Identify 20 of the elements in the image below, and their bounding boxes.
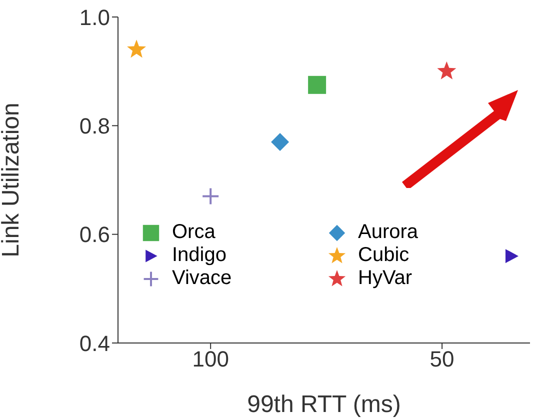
y-tick-label: 0.6 xyxy=(79,222,110,248)
point xyxy=(308,76,326,94)
point xyxy=(505,249,518,264)
y-axis-title: Link Utilization xyxy=(0,102,25,258)
y-tick-label: 0.8 xyxy=(79,113,110,138)
point xyxy=(127,40,146,58)
x-tick-label: 50 xyxy=(430,346,454,372)
legend-label: Cubic xyxy=(358,244,410,267)
point xyxy=(437,61,456,80)
legend-label: Orca xyxy=(172,221,216,244)
x-tick-label: 100 xyxy=(192,346,229,372)
point xyxy=(271,132,290,151)
y-tick-label: 0.4 xyxy=(79,330,110,356)
x-axis-title: 99th RTT (ms) xyxy=(247,391,401,418)
legend-label: Vivace xyxy=(172,267,232,290)
legend-label: Aurora xyxy=(358,221,418,244)
point xyxy=(202,187,220,206)
y-tick-label: 1.0 xyxy=(79,4,110,30)
legend-label: HyVar xyxy=(358,267,412,290)
legend-label: Indigo xyxy=(172,244,226,267)
